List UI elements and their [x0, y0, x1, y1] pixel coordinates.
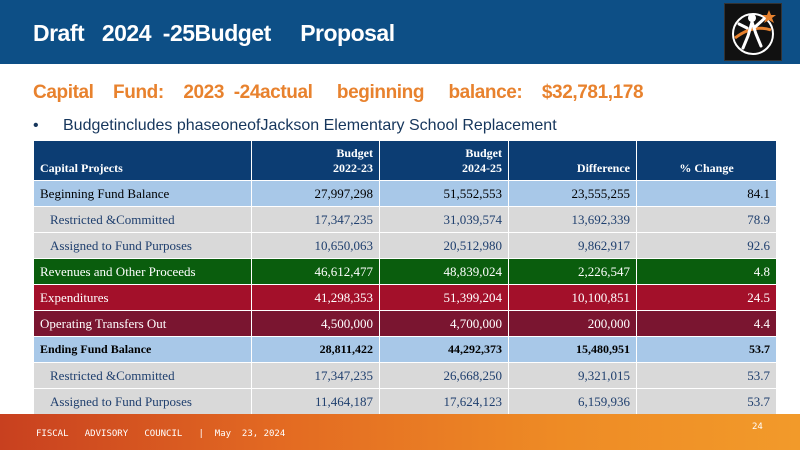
cell-pct-change: 78.9	[636, 206, 777, 233]
cell-budget-2024-25: 20,512,980	[379, 232, 509, 259]
cell-difference: 10,100,851	[508, 284, 637, 311]
cell-pct-change: 53.7	[636, 388, 777, 415]
logo-icon	[724, 3, 782, 61]
cell-difference: 13,692,339	[508, 206, 637, 233]
cell-budget-2022-23: 17,347,235	[251, 362, 380, 389]
row-label: Ending Fund Balance	[33, 336, 252, 363]
capital-fund-balance-heading: Capital Fund: 2023 -24actual beginning b…	[33, 82, 644, 103]
cell-difference: 200,000	[508, 310, 637, 337]
cell-budget-2022-23: 41,298,353	[251, 284, 380, 311]
cell-budget-2024-25: 51,399,204	[379, 284, 509, 311]
bullet-item: • Budgetincludes phaseoneofJackson Elemen…	[33, 117, 557, 135]
row-label: Expenditures	[33, 284, 252, 311]
budget-table: Capital Projects Budget 2022-23 Budget 202…	[33, 140, 777, 415]
col-header-budget-2024-25: Budget 2024-25	[379, 140, 509, 181]
row-label: Restricted &Committed	[33, 206, 252, 233]
row-label: Assigned to Fund Purposes	[33, 388, 252, 415]
row-label: Beginning Fund Balance	[33, 180, 252, 207]
cell-pct-change: 92.6	[636, 232, 777, 259]
table-row: Assigned to Fund Purposes 11,464,187 17,…	[33, 388, 777, 415]
cell-budget-2022-23: 27,997,298	[251, 180, 380, 207]
table-header-row: Capital Projects Budget 2022-23 Budget 202…	[33, 140, 777, 181]
table-row: Beginning Fund Balance 27,997,298 51,552…	[33, 180, 777, 207]
cell-budget-2022-23: 28,811,422	[251, 336, 380, 363]
cell-budget-2024-25: 31,039,574	[379, 206, 509, 233]
row-label: Operating Transfers Out	[33, 310, 252, 337]
cell-budget-2024-25: 48,839,024	[379, 258, 509, 285]
row-label: Revenues and Other Proceeds	[33, 258, 252, 285]
cell-budget-2024-25: 17,624,123	[379, 388, 509, 415]
col-header-pct-change: % Change	[636, 140, 777, 181]
bullet-dot: •	[33, 117, 39, 134]
row-label: Assigned to Fund Purposes	[33, 232, 252, 259]
cell-pct-change: 4.4	[636, 310, 777, 337]
bullet-text: Budgetincludes phaseoneofJackson Element…	[63, 117, 557, 134]
cell-pct-change: 24.5	[636, 284, 777, 311]
table-row: Operating Transfers Out 4,500,000 4,700,…	[33, 310, 777, 337]
cell-budget-2022-23: 17,347,235	[251, 206, 380, 233]
cell-difference: 2,226,547	[508, 258, 637, 285]
col-header-capital-projects: Capital Projects	[33, 140, 252, 181]
cell-difference: 23,555,255	[508, 180, 637, 207]
col-header-budget-2022-23: Budget 2022-23	[251, 140, 380, 181]
slide-title: Draft 2024 -25Budget Proposal	[33, 20, 395, 46]
cell-budget-2022-23: 10,650,063	[251, 232, 380, 259]
table-row: Restricted &Committed 17,347,235 26,668,…	[33, 362, 777, 389]
cell-budget-2024-25: 4,700,000	[379, 310, 509, 337]
cell-pct-change: 4.8	[636, 258, 777, 285]
row-label: Restricted &Committed	[33, 362, 252, 389]
cell-pct-change: 53.7	[636, 362, 777, 389]
cell-budget-2024-25: 51,552,553	[379, 180, 509, 207]
cell-budget-2022-23: 4,500,000	[251, 310, 380, 337]
table-row: Revenues and Other Proceeds 46,612,477 4…	[33, 258, 777, 285]
table-row: Restricted &Committed 17,347,235 31,039,…	[33, 206, 777, 233]
cell-budget-2022-23: 46,612,477	[251, 258, 380, 285]
footer-bar	[0, 414, 800, 450]
title-bar	[0, 0, 800, 64]
cell-budget-2024-25: 44,292,373	[379, 336, 509, 363]
cell-pct-change: 53.7	[636, 336, 777, 363]
cell-difference: 9,862,917	[508, 232, 637, 259]
table-row: Assigned to Fund Purposes 10,650,063 20,…	[33, 232, 777, 259]
col-header-difference: Difference	[508, 140, 637, 181]
table-row: Ending Fund Balance 28,811,422 44,292,37…	[33, 336, 777, 363]
cell-difference: 9,321,015	[508, 362, 637, 389]
cell-difference: 6,159,936	[508, 388, 637, 415]
footer-text: FISCAL ADVISORY COUNCIL | May 23, 2024	[36, 429, 286, 439]
table-row: Expenditures 41,298,353 51,399,204 10,10…	[33, 284, 777, 311]
cell-budget-2024-25: 26,668,250	[379, 362, 509, 389]
cell-difference: 15,480,951	[508, 336, 637, 363]
page-number: 24	[752, 422, 763, 432]
cell-budget-2022-23: 11,464,187	[251, 388, 380, 415]
cell-pct-change: 84.1	[636, 180, 777, 207]
